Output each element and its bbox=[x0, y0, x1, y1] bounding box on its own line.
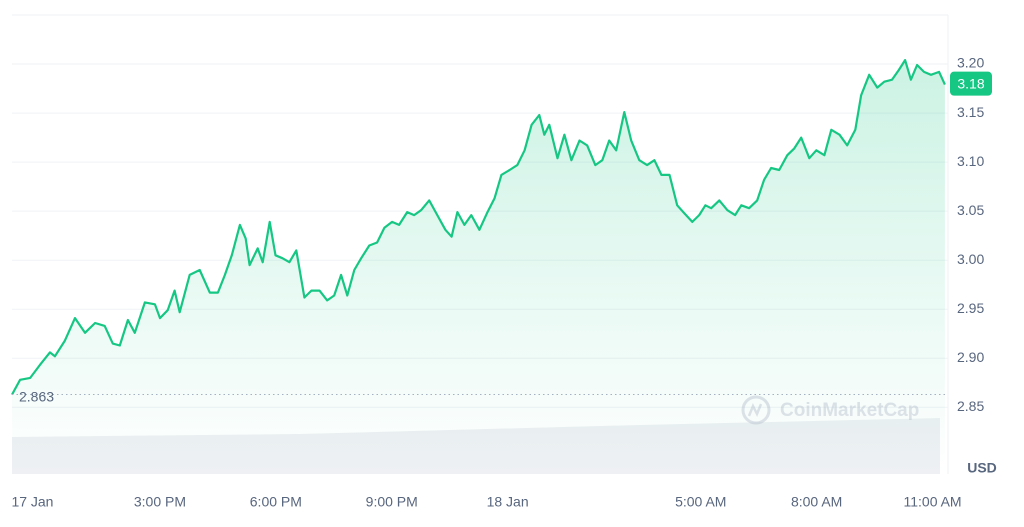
y-tick-label: 3.20 bbox=[957, 55, 984, 71]
y-tick-label: 3.15 bbox=[957, 104, 984, 120]
y-tick-label: 2.85 bbox=[957, 398, 984, 414]
last-price-badge bbox=[950, 71, 992, 96]
x-tick-label: 18 Jan bbox=[487, 494, 529, 510]
y-tick-label: 3.10 bbox=[957, 153, 984, 169]
x-tick-label: 9:00 PM bbox=[366, 494, 418, 510]
x-tick-label: 11:00 AM bbox=[903, 494, 961, 510]
axis-unit: USD bbox=[967, 460, 997, 476]
y-tick-label: 3.00 bbox=[957, 251, 984, 267]
y-tick-label: 3.05 bbox=[957, 202, 984, 218]
x-tick-label: 3:00 PM bbox=[134, 494, 186, 510]
watermark-text: CoinMarketCap bbox=[780, 400, 919, 421]
price-area bbox=[12, 60, 945, 474]
y-tick-label: 2.90 bbox=[957, 349, 984, 365]
x-tick-label: 8:00 AM bbox=[791, 494, 842, 510]
x-tick-label: 17 Jan bbox=[11, 494, 53, 510]
price-line bbox=[11, 59, 946, 396]
last-price-label: 3.18 bbox=[957, 75, 984, 91]
watermark-logo bbox=[741, 395, 771, 425]
watermark: CoinMarketCap bbox=[741, 395, 919, 425]
watermark-logo-mark bbox=[747, 402, 763, 418]
x-tick-label: 5:00 AM bbox=[675, 494, 726, 510]
y-tick-label: 2.95 bbox=[957, 300, 984, 316]
plot bbox=[11, 59, 948, 474]
start-price-label: 2.863 bbox=[19, 388, 54, 404]
x-tick-label: 6:00 PM bbox=[250, 494, 302, 510]
